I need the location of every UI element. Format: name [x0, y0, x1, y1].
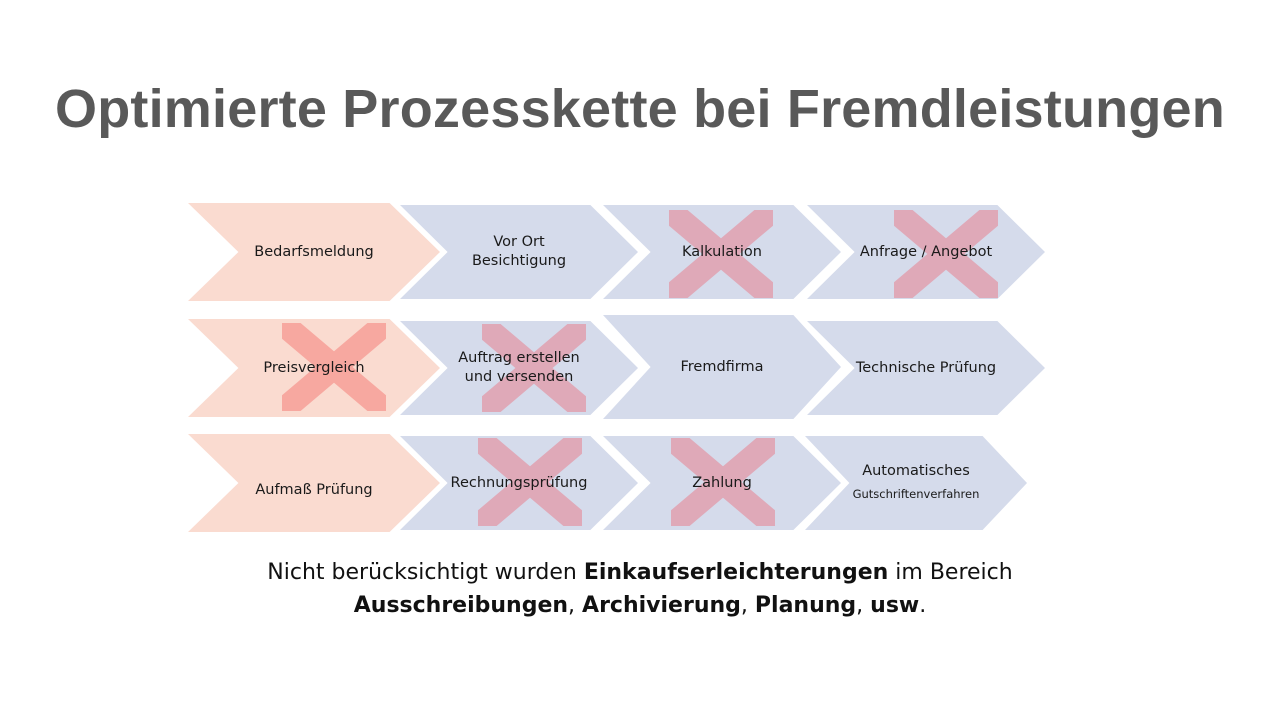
step-label-main: Automatisches [862, 463, 970, 479]
step-technische-pruefung: Technische Prüfung [807, 321, 1045, 415]
step-label: Automatisches Gutschriftenverfahren [853, 443, 980, 523]
step-aufmass-pruefung: Aufmaß Prüfung [188, 434, 440, 532]
step-label: Aufmaß Prüfung [255, 481, 373, 498]
footnote-bold: Ausschreibungen [353, 593, 569, 618]
step-label: Kalkulation [682, 243, 762, 260]
removed-cross-icon [894, 210, 998, 298]
removed-cross-icon [482, 324, 586, 412]
footnote-bold: Planung [754, 593, 857, 618]
step-label: Bedarfsmeldung [254, 243, 374, 260]
footnote-line-2: Ausschreibungen, Archivierung, Planung, … [0, 589, 1280, 622]
step-anfrage-angebot: Anfrage / Angebot [807, 205, 1045, 299]
footnote-line-1: Nicht berücksichtigt wurden Einkaufserle… [0, 556, 1280, 589]
footnote-bold: Einkaufserleichterungen [583, 560, 889, 585]
page-title: Optimierte Prozesskette bei Fremdleistun… [55, 79, 1225, 139]
step-zahlung: Zahlung [603, 436, 841, 530]
step-label: Preisvergleich [263, 359, 365, 376]
step-label: Rechnungsprüfung [450, 474, 588, 491]
footnote-text: . [919, 593, 927, 618]
removed-cross-icon [282, 323, 386, 411]
step-kalkulation: Kalkulation [603, 205, 841, 299]
footnote-text: im Bereich [888, 560, 1013, 585]
footnote: Nicht berücksichtigt wurden Einkaufserle… [0, 556, 1280, 622]
step-fremdfirma: Fremdfirma [603, 315, 841, 419]
step-label: Auftrag erstellen und versenden [458, 350, 580, 385]
step-vor-ort-besichtigung: Vor Ort Besichtigung [400, 205, 638, 299]
footnote-text: , [740, 593, 755, 618]
footnote-text: , [856, 593, 871, 618]
step-label: Technische Prüfung [855, 359, 997, 376]
removed-cross-icon [669, 210, 773, 298]
footnote-text: Nicht berücksichtigt wurden [267, 560, 584, 585]
step-automatisches-gutschriftenverfahren: Automatisches Gutschriftenverfahren [805, 436, 1027, 530]
step-sublabel: Gutschriftenverfahren [852, 487, 980, 501]
step-label: Vor Ort Besichtigung [471, 234, 567, 269]
removed-cross-icon [478, 438, 582, 526]
step-preisvergleich: Preisvergleich [188, 319, 440, 417]
step-bedarfsmeldung: Bedarfsmeldung [188, 203, 440, 301]
step-label: Zahlung [692, 474, 752, 491]
footnote-bold: Archivierung [582, 593, 741, 618]
step-label: Anfrage / Angebot [859, 243, 993, 260]
footnote-text: , [568, 593, 583, 618]
step-label: Fremdfirma [680, 358, 764, 375]
removed-cross-icon [671, 438, 775, 526]
footnote-bold: usw [870, 593, 920, 618]
